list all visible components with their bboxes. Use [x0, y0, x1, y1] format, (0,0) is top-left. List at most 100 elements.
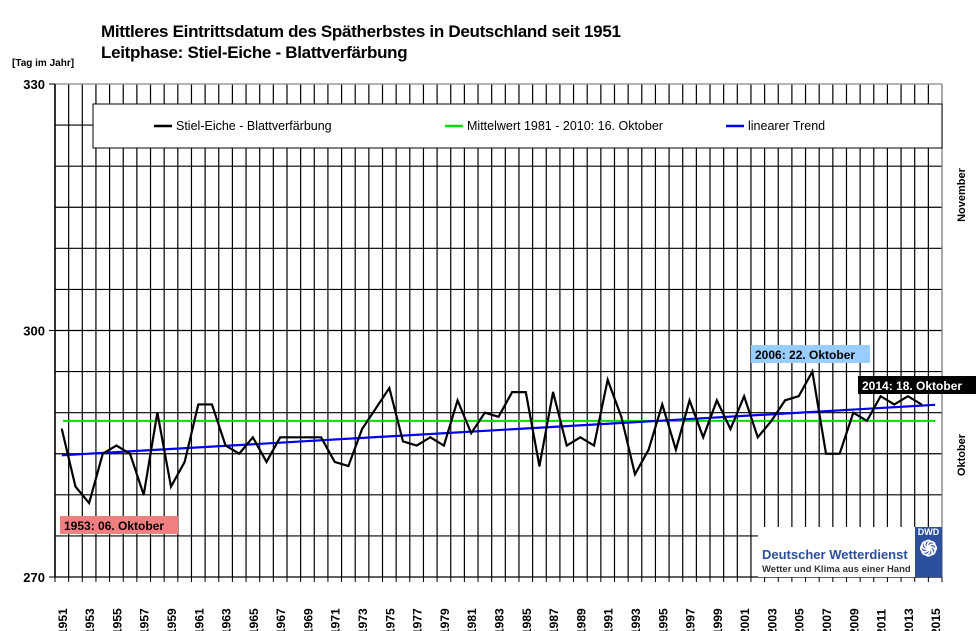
data-point — [511, 391, 513, 393]
data-point — [361, 428, 363, 430]
data-point — [456, 399, 459, 402]
data-point — [675, 448, 677, 451]
spiral-icon: ֍ — [919, 536, 938, 561]
data-point — [538, 465, 541, 467]
x-tick-label: 1997 — [684, 608, 698, 631]
data-point — [920, 403, 923, 406]
data-point — [497, 415, 500, 418]
data-point — [620, 415, 623, 418]
data-point — [593, 444, 595, 447]
data-point — [293, 436, 295, 439]
data-point — [784, 399, 786, 402]
data-point — [347, 465, 350, 467]
x-tick-label: 1951 — [56, 608, 70, 631]
x-tick-label: 1973 — [356, 608, 370, 631]
data-point — [866, 420, 868, 422]
x-tick-label: 1989 — [574, 608, 588, 631]
data-point — [443, 444, 445, 447]
data-point — [770, 420, 773, 422]
data-point — [579, 436, 582, 439]
data-point — [470, 432, 473, 435]
logo-name: Deutscher Wetterdienst — [762, 547, 908, 562]
logo-badge-text: DWD — [917, 527, 940, 537]
x-tick-label: 1979 — [438, 608, 452, 631]
data-point — [320, 436, 322, 439]
logo-slogan: Wetter und Klima aus einer Hand — [762, 564, 911, 575]
data-point — [156, 411, 159, 414]
legend-entry: Stiel-Eiche - Blattverfärbung — [176, 119, 332, 133]
data-point — [252, 436, 254, 439]
data-point — [893, 403, 896, 406]
data-point — [129, 452, 131, 455]
annotation-box — [60, 516, 178, 534]
x-tick-label: 1975 — [383, 608, 397, 631]
data-point — [388, 387, 391, 389]
y-axis-label: [Tag im Jahr] — [12, 58, 75, 69]
data-point — [306, 436, 309, 439]
data-point — [183, 461, 186, 463]
x-tick-label: 2005 — [793, 608, 807, 631]
x-tick-label: 1959 — [165, 608, 179, 631]
data-point — [907, 395, 909, 398]
data-point — [279, 436, 281, 439]
annotation-label: 1953: 06. Oktober — [64, 519, 164, 533]
x-tick-label: 1963 — [220, 608, 234, 631]
data-point — [88, 502, 90, 504]
x-tick-label: 2001 — [738, 608, 752, 631]
data-point — [415, 444, 418, 447]
month-label: November — [956, 167, 968, 222]
x-tick-label: 2013 — [902, 608, 916, 631]
x-tick-label: 1985 — [520, 608, 534, 631]
legend-entry: Mittelwert 1981 - 2010: 16. Oktober — [467, 119, 663, 133]
x-tick-label: 1987 — [547, 608, 561, 631]
data-point — [647, 448, 650, 451]
data-point — [743, 395, 745, 398]
data-point — [211, 403, 213, 406]
x-tick-label: 1983 — [493, 608, 507, 631]
data-point — [61, 428, 63, 430]
annotation-label: 2014: 18. Oktober — [862, 379, 962, 393]
x-tick-label: 1977 — [411, 608, 425, 631]
chart-subtitle: Leitphase: Stiel-Eiche - Blattverfärbung — [101, 43, 408, 62]
x-tick-label: 1955 — [110, 608, 124, 631]
y-tick-label: 300 — [23, 324, 45, 339]
x-tick-label: 1999 — [711, 608, 725, 631]
annotation-box — [751, 345, 870, 363]
x-tick-label: 1967 — [274, 608, 288, 631]
x-tick-label: 1981 — [465, 608, 479, 631]
x-tick-label: 1993 — [629, 608, 643, 631]
x-tick-label: 1971 — [329, 608, 343, 631]
data-point — [552, 391, 554, 393]
data-point — [265, 461, 268, 463]
data-point — [238, 452, 241, 455]
data-point — [484, 411, 486, 414]
data-point — [101, 452, 104, 455]
data-point — [115, 444, 118, 447]
data-point — [374, 407, 377, 410]
data-point — [688, 399, 691, 402]
chart-title: Mittleres Eintrittsdatum des Spätherbste… — [101, 22, 621, 41]
data-point — [879, 395, 882, 398]
data-point — [402, 440, 404, 443]
x-tick-label: 1969 — [301, 608, 315, 631]
data-point — [170, 485, 172, 488]
annotation-label: 2006: 22. Oktober — [755, 348, 855, 362]
data-point — [716, 399, 718, 402]
x-tick-label: 1957 — [138, 608, 152, 631]
legend-box — [92, 103, 943, 149]
annotation-box — [858, 376, 976, 394]
data-point — [224, 444, 227, 447]
x-tick-label: 2009 — [847, 608, 861, 631]
x-tick-label: 1965 — [247, 608, 261, 631]
month-label: Oktober — [956, 433, 968, 476]
dwd-logo: Deutscher Wetterdienst Wetter und Klima … — [758, 527, 942, 577]
data-point — [197, 403, 200, 406]
data-point — [142, 494, 145, 496]
data-line — [60, 368, 923, 506]
trend-line — [61, 403, 936, 457]
data-point — [429, 436, 432, 439]
data-point — [634, 473, 636, 476]
x-tick-label: 1961 — [192, 608, 206, 631]
